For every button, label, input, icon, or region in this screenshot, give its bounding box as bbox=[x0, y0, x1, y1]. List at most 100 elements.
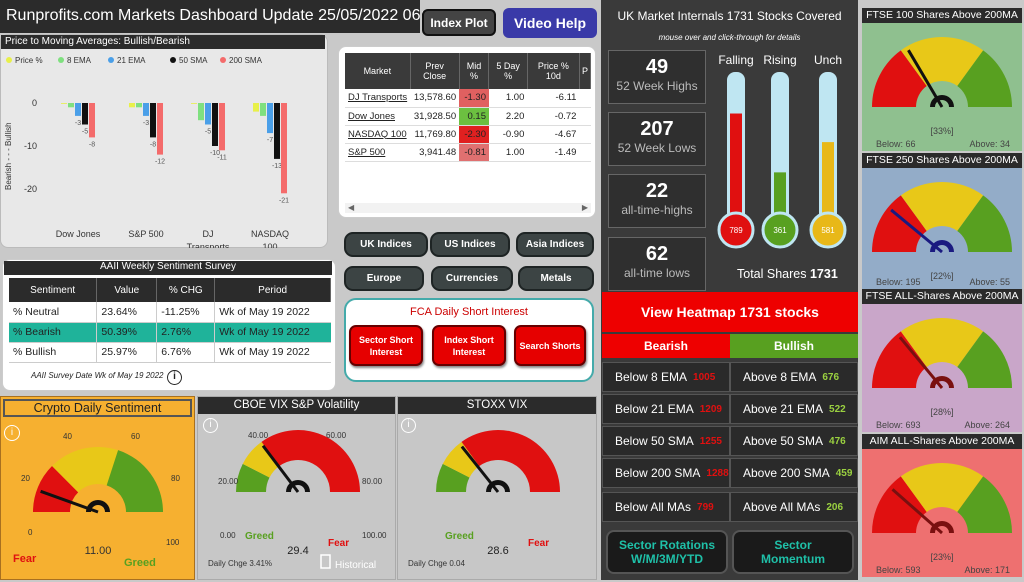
sector-rotations-button[interactable]: Sector Rotations W/M/3M/YTD bbox=[606, 530, 728, 574]
index-short-interest-button[interactable]: Index Short Interest bbox=[432, 325, 506, 366]
column-header[interactable]: Market bbox=[345, 53, 411, 89]
all-time-lows-box[interactable]: 62 all-time lows bbox=[608, 237, 706, 291]
column-header[interactable]: Sentiment bbox=[9, 278, 98, 302]
table-row[interactable]: DJ Transports 13,578.60 -1.30 1.00 -6.11 bbox=[345, 89, 591, 107]
bar bbox=[150, 103, 156, 138]
bar bbox=[61, 103, 67, 104]
vix-info-icon[interactable]: i bbox=[203, 418, 218, 433]
column-header[interactable]: 5 Day % bbox=[488, 53, 528, 89]
prev-close: 13,578.60 bbox=[413, 92, 457, 104]
bar-value-label: -8 bbox=[150, 141, 156, 148]
sector-momentum-button[interactable]: Sector Momentum bbox=[732, 530, 854, 574]
column-header[interactable]: Price % 10d bbox=[527, 53, 580, 89]
row-label: Below 200 SMA bbox=[615, 466, 701, 480]
nav-button-currencies[interactable]: Currencies bbox=[431, 266, 513, 291]
view-heatmap-button[interactable]: View Heatmap 1731 stocks bbox=[602, 292, 858, 332]
nav-button-europe[interactable]: Europe bbox=[344, 266, 424, 291]
gauge-segment bbox=[106, 450, 163, 512]
52-week-lows-box[interactable]: 207 52 Week Lows bbox=[608, 112, 706, 166]
crypto-info-icon[interactable]: i bbox=[4, 425, 20, 441]
table-row[interactable]: S&P 500 3,941.48 -0.81 1.00 -1.49 bbox=[345, 143, 591, 161]
breadth-gauge-panel[interactable]: [22%] Below: 195 Above: 55 bbox=[862, 168, 1022, 289]
table-row[interactable]: NASDAQ 100 11,769.80 -2.30 -0.90 -4.67 bbox=[345, 125, 591, 143]
scroll-right-icon[interactable]: ▶ bbox=[581, 203, 588, 212]
gauge-tick: 0 bbox=[28, 528, 33, 537]
table-row[interactable]: % Neutral 23.64% -11.25% Wk of May 19 2022 bbox=[9, 302, 331, 322]
nav-button-metals[interactable]: Metals bbox=[518, 266, 594, 291]
bar bbox=[89, 103, 95, 138]
historical-link[interactable]: Historical bbox=[335, 560, 376, 571]
thermometers: Falling 789 Rising 361 Unch 581 bbox=[717, 53, 847, 249]
indices-header-row: Market Prev Close Mid % 5 Day % Price % 10d P bbox=[345, 53, 592, 89]
table-row[interactable]: % Bullish 25.97% 6.76% Wk of May 19 2022 bbox=[9, 342, 331, 362]
bearish-row[interactable]: Below All MAs 799 bbox=[602, 492, 730, 522]
ten-day-pct: -4.67 bbox=[554, 128, 577, 140]
stat-value: 62 bbox=[645, 243, 669, 265]
search-shorts-button[interactable]: Search Shorts bbox=[514, 325, 586, 366]
below-count: Below: 195 bbox=[876, 277, 921, 287]
gauge-hub bbox=[930, 240, 954, 252]
breadth-gauge-title: FTSE ALL-Shares Above 200MA bbox=[862, 289, 1022, 304]
greed-label: Greed bbox=[245, 531, 274, 542]
bullish-row[interactable]: Above 50 SMA 476 bbox=[730, 426, 858, 456]
aaii-header-row: Sentiment Value% CHG Period bbox=[9, 278, 331, 302]
breadth-gauge-title: FTSE 250 Shares Above 200MA bbox=[862, 153, 1022, 168]
category-label: S&P 500 bbox=[128, 229, 163, 239]
bullish-row[interactable]: Above 21 EMA 522 bbox=[730, 394, 858, 424]
row-label: Above 50 SMA bbox=[743, 434, 824, 448]
row-label: Below All MAs bbox=[615, 500, 692, 514]
thermometer-label: Unch bbox=[814, 53, 842, 67]
info-icon[interactable]: i bbox=[167, 370, 182, 385]
column-header[interactable]: Period bbox=[214, 278, 331, 302]
header-bar: Runprofits.com Markets Dashboard Update … bbox=[0, 0, 443, 33]
nav-button-label: Asia Indices bbox=[525, 239, 585, 250]
stoxx-info-icon[interactable]: i bbox=[401, 418, 416, 433]
video-help-button[interactable]: Video Help bbox=[503, 8, 597, 38]
bearish-row[interactable]: Below 200 SMA 1288 bbox=[602, 458, 730, 488]
stat-label: all-time-highs bbox=[621, 203, 693, 217]
bookmark-icon[interactable] bbox=[320, 554, 331, 569]
nav-button-uk-indices[interactable]: UK Indices bbox=[344, 232, 428, 257]
fear-label: Fear bbox=[13, 553, 37, 565]
bearish-row[interactable]: Below 50 SMA 1255 bbox=[602, 426, 730, 456]
bearish-row[interactable]: Below 8 EMA 1005 bbox=[602, 362, 730, 392]
crypto-title: Crypto Daily Sentiment bbox=[3, 399, 192, 417]
scroll-left-icon[interactable]: ◀ bbox=[348, 203, 355, 212]
bar bbox=[75, 103, 81, 116]
horizontal-scrollbar[interactable]: ◀ ▶ bbox=[345, 203, 591, 213]
column-header[interactable]: P bbox=[579, 53, 592, 89]
period: Wk of May 19 2022 bbox=[214, 302, 331, 322]
prev-close: 11,769.80 bbox=[414, 128, 457, 140]
nav-button-label: Currencies bbox=[445, 273, 499, 284]
bullish-label: Bullish bbox=[773, 339, 814, 353]
breadth-gauge-panel[interactable]: [33%] Below: 66 Above: 34 bbox=[862, 23, 1022, 151]
fca-title: FCA Daily Short Interest bbox=[410, 306, 528, 318]
nav-button-us-indices[interactable]: US Indices bbox=[430, 232, 510, 257]
breadth-gauge-panel[interactable]: [23%] Below: 593 Above: 171 bbox=[862, 449, 1022, 577]
all-time-highs-box[interactable]: 22 all-time-highs bbox=[608, 174, 706, 228]
nav-button-asia-indices[interactable]: Asia Indices bbox=[516, 232, 594, 257]
below-count: Below: 593 bbox=[876, 565, 921, 575]
table-row[interactable]: Dow Jones 31,928.50 0.15 2.20 -0.72 bbox=[345, 107, 591, 125]
bullish-row[interactable]: Above 200 SMA 459 bbox=[730, 458, 858, 488]
index-plot-button[interactable]: Index Plot bbox=[422, 9, 496, 36]
stat-label: 52 Week Highs bbox=[616, 79, 698, 93]
bearish-row[interactable]: Below 21 EMA 1209 bbox=[602, 394, 730, 424]
column-header[interactable]: Mid % bbox=[459, 53, 490, 89]
thermometer-fill bbox=[822, 142, 834, 226]
gauge-tick: 0.00 bbox=[220, 531, 236, 540]
crypto-gauge: 0 20 40 60 80 100 11.00 Fear Greed bbox=[13, 432, 180, 569]
gauge-tick: 80 bbox=[171, 474, 180, 483]
breadth-gauge-panel[interactable]: [28%] Below: 693 Above: 264 bbox=[862, 304, 1022, 432]
bullish-row[interactable]: Above 8 EMA 676 bbox=[730, 362, 858, 392]
column-header[interactable]: Value bbox=[96, 278, 158, 302]
bullish-row[interactable]: Above All MAs 206 bbox=[730, 492, 858, 522]
bar-value-label: -7 bbox=[267, 137, 273, 144]
table-row[interactable]: % Bearish 50.39% 2.76% Wk of May 19 2022 bbox=[9, 322, 331, 342]
column-header[interactable]: Prev Close bbox=[410, 53, 460, 89]
thermometer-label: Rising bbox=[763, 53, 796, 67]
52-week-highs-box[interactable]: 49 52 Week Highs bbox=[608, 50, 706, 104]
column-header[interactable]: % CHG bbox=[156, 278, 216, 302]
bar bbox=[212, 103, 218, 146]
sector-short-interest-button[interactable]: Sector Short Interest bbox=[349, 325, 423, 366]
